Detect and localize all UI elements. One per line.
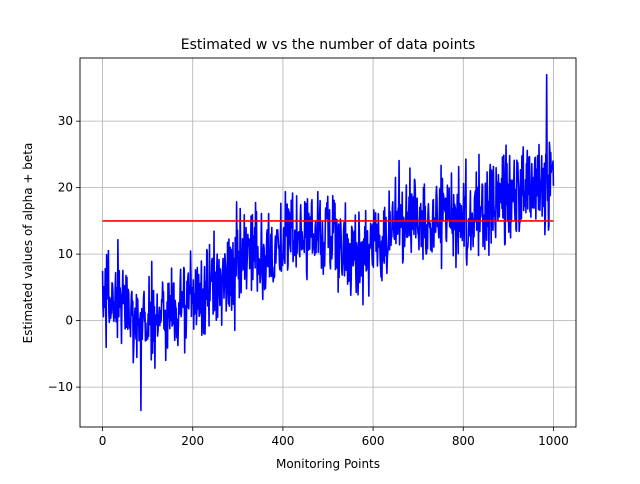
y-axis-label: Estimated values of alpha + beta bbox=[21, 143, 35, 344]
chart-title: Estimated w vs the number of data points bbox=[181, 37, 476, 53]
axes-frame bbox=[79, 57, 577, 428]
x-axis-ticks: 0 200 400 600 800 1000 bbox=[99, 427, 569, 448]
x-tick-label: 200 bbox=[181, 434, 204, 448]
y-tick-label: 0 bbox=[65, 314, 73, 328]
y-tick-label: 10 bbox=[58, 247, 73, 261]
x-tick-label: 800 bbox=[452, 434, 475, 448]
y-tick-label: 30 bbox=[58, 114, 73, 128]
x-tick-label: 400 bbox=[271, 434, 294, 448]
x-axis-label: Monitoring Points bbox=[276, 457, 380, 471]
x-tick-label: 1000 bbox=[538, 434, 569, 448]
plot-area bbox=[101, 73, 555, 412]
series-line-estimated-w bbox=[101, 73, 555, 412]
y-axis-ticks: −10 0 10 20 30 bbox=[48, 114, 80, 394]
x-tick-label: 0 bbox=[99, 434, 107, 448]
x-tick-label: 600 bbox=[362, 434, 385, 448]
y-tick-label: −10 bbox=[48, 380, 73, 394]
y-tick-label: 20 bbox=[58, 181, 73, 195]
